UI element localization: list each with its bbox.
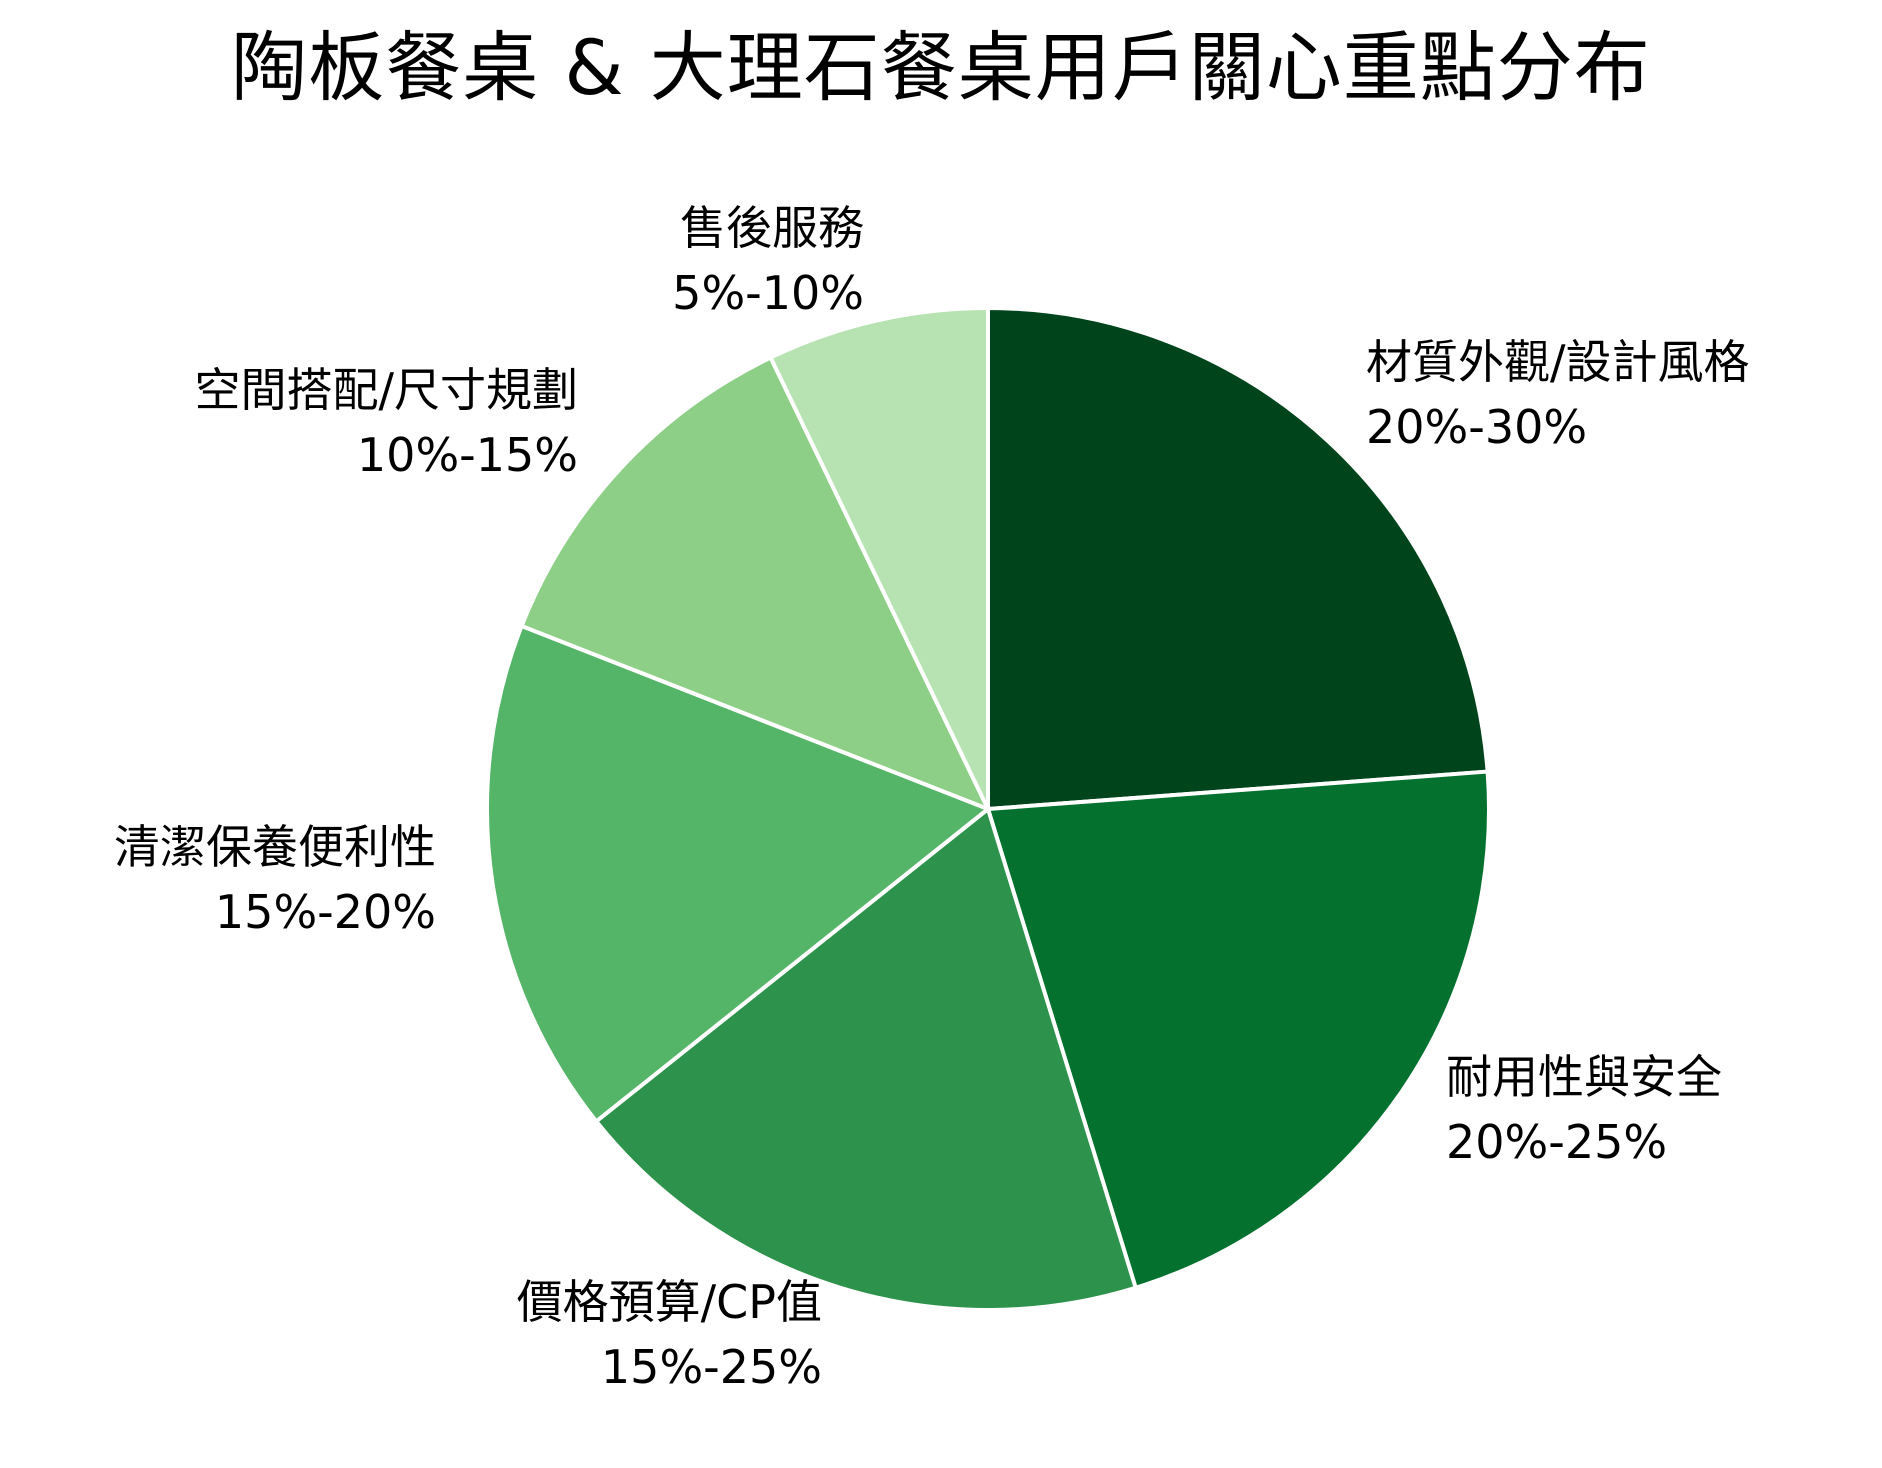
- pie-slice: [986, 769, 1491, 1290]
- pie-slice: [594, 807, 1138, 1312]
- label-material-design: 材質外觀/設計風格 20%-30%: [1366, 330, 1750, 460]
- label-price-cp: 價格預算/CP值 15%-25%: [517, 1270, 822, 1400]
- label-range: 20%-25%: [1446, 1115, 1668, 1169]
- label-range: 10%-15%: [356, 428, 578, 482]
- label-range: 20%-30%: [1366, 400, 1588, 454]
- label-name: 空間搭配/尺寸規劃: [194, 363, 579, 417]
- label-name: 耐用性與安全: [1446, 1050, 1722, 1104]
- label-range: 15%-25%: [600, 1340, 822, 1394]
- chart-title: 陶板餐桌 & 大理石餐桌用戶關心重點分布: [231, 23, 1651, 112]
- label-space-size: 空間搭配/尺寸規劃 10%-15%: [195, 358, 579, 488]
- label-name: 清潔保養便利性: [114, 820, 436, 874]
- label-name: 售後服務: [680, 201, 864, 255]
- pie-slice: [519, 355, 990, 811]
- label-cleaning: 清潔保養便利性 15%-20%: [114, 815, 436, 945]
- pie-slice: [485, 623, 990, 1124]
- label-name: 價格預算/CP值: [516, 1275, 822, 1329]
- label-after-sales: 售後服務 5%-10%: [672, 196, 864, 326]
- label-range: 15%-20%: [214, 885, 436, 939]
- label-range: 5%-10%: [672, 266, 864, 320]
- label-name: 材質外觀/設計風格: [1366, 335, 1750, 389]
- pie-slice: [768, 306, 990, 811]
- pie-slice: [986, 306, 1490, 811]
- label-durability-safety: 耐用性與安全 20%-25%: [1446, 1045, 1722, 1175]
